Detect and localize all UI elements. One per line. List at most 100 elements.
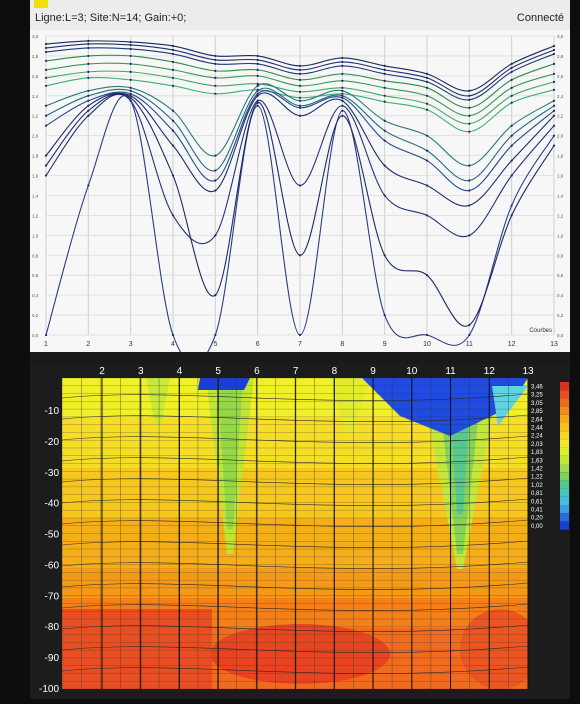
y-tick-label: -80 bbox=[45, 622, 60, 633]
y-tick-label: -60 bbox=[45, 560, 60, 571]
data-point bbox=[214, 294, 217, 297]
data-point bbox=[341, 94, 344, 97]
data-point bbox=[171, 68, 175, 71]
y-tick-label-right: 1,6 bbox=[557, 174, 564, 179]
data-point bbox=[425, 159, 429, 162]
legend-swatch bbox=[560, 513, 569, 522]
legend-label: 2,24 bbox=[531, 434, 543, 440]
y-tick-label: 3,0 bbox=[32, 34, 39, 39]
data-point bbox=[383, 139, 386, 142]
data-point bbox=[510, 62, 513, 66]
y-tick-label-right: 2,2 bbox=[557, 114, 564, 119]
data-point bbox=[341, 72, 344, 75]
x-tick-label: 5 bbox=[213, 341, 217, 348]
data-point bbox=[298, 78, 302, 81]
legend-label: 1,63 bbox=[531, 458, 543, 464]
data-point bbox=[425, 149, 429, 152]
x-tick-label: 12 bbox=[508, 341, 516, 348]
data-point bbox=[298, 64, 302, 67]
data-point bbox=[129, 89, 132, 92]
data-point bbox=[298, 90, 302, 93]
y-tick-label: 1,4 bbox=[32, 193, 39, 198]
data-point bbox=[214, 333, 217, 337]
data-point bbox=[341, 92, 344, 95]
x-tick-label: 8 bbox=[332, 366, 338, 377]
data-point bbox=[171, 109, 175, 112]
data-point bbox=[298, 72, 302, 75]
data-point bbox=[298, 114, 302, 117]
data-point bbox=[468, 130, 471, 133]
data-point bbox=[341, 99, 344, 102]
data-point bbox=[214, 169, 217, 172]
data-point bbox=[425, 184, 429, 187]
data-point bbox=[468, 189, 471, 192]
data-point bbox=[171, 174, 175, 177]
data-point bbox=[383, 194, 386, 197]
data-point bbox=[214, 189, 217, 192]
data-point bbox=[510, 78, 513, 81]
data-point bbox=[87, 99, 90, 102]
y-tick-label: 1,2 bbox=[32, 213, 39, 218]
data-point bbox=[214, 62, 217, 66]
data-point bbox=[383, 79, 386, 82]
y-tick-label: -50 bbox=[45, 530, 60, 541]
data-point bbox=[510, 204, 513, 207]
data-point bbox=[214, 69, 217, 72]
data-point bbox=[552, 72, 556, 75]
x-tick-label: 7 bbox=[293, 366, 299, 377]
y-tick-label-right: 0,8 bbox=[557, 253, 564, 258]
data-point bbox=[44, 114, 48, 117]
x-tick-label: 2 bbox=[99, 366, 105, 377]
legend-label: 1,83 bbox=[531, 450, 543, 456]
section-panel[interactable]: 2 3 4 5 6 7 8 9 10 11 12 13 -10 -20 -30 -40 -50 -60 -70 -80… bbox=[30, 364, 570, 699]
data-point bbox=[87, 94, 90, 97]
y-tick-label: 0,2 bbox=[32, 313, 39, 318]
data-point bbox=[341, 79, 344, 82]
legend-label: 2,64 bbox=[531, 417, 543, 423]
y-tick-label: 2,0 bbox=[32, 134, 39, 139]
legend-swatch bbox=[560, 398, 569, 407]
data-point bbox=[214, 84, 217, 87]
data-point bbox=[468, 89, 471, 92]
legend-swatch bbox=[560, 521, 569, 530]
data-point bbox=[341, 64, 344, 67]
data-point bbox=[552, 48, 556, 52]
contour-line bbox=[62, 603, 528, 611]
data-point bbox=[383, 100, 386, 103]
data-point bbox=[44, 84, 48, 87]
y-tick-label: 2,8 bbox=[32, 54, 39, 59]
indicator-tab bbox=[34, 0, 48, 8]
data-point bbox=[510, 144, 513, 147]
data-point bbox=[129, 47, 132, 51]
y-tick-label-right: 3,0 bbox=[557, 34, 564, 39]
data-point bbox=[87, 89, 90, 92]
x-tick-label: 8 bbox=[340, 341, 344, 348]
data-point bbox=[468, 234, 471, 237]
data-point bbox=[256, 99, 259, 102]
hot-zone bbox=[62, 609, 212, 689]
x-tick-label: 6 bbox=[254, 366, 260, 377]
legend-label: 3,25 bbox=[531, 393, 543, 399]
data-point bbox=[552, 104, 556, 107]
data-point bbox=[171, 84, 175, 87]
contour-lobe bbox=[146, 378, 170, 424]
data-point bbox=[425, 80, 429, 83]
data-point bbox=[552, 62, 556, 66]
connection-status: Connecté bbox=[516, 12, 564, 24]
data-point bbox=[129, 40, 132, 44]
data-point bbox=[552, 109, 556, 112]
data-point bbox=[129, 43, 132, 47]
data-point bbox=[129, 70, 132, 73]
data-point bbox=[383, 129, 386, 132]
curves-panel[interactable]: 1 2 3 4 5 6 7 8 9 10 11 12 13 0,0 0,0 0,2 0,2 0,4 0,4 0,6 0,… bbox=[30, 30, 570, 365]
data-point bbox=[171, 119, 175, 122]
data-point bbox=[468, 122, 471, 125]
y-tick-label: 0,0 bbox=[32, 333, 39, 338]
data-point bbox=[425, 274, 429, 277]
y-tick-label: 0,8 bbox=[32, 253, 39, 258]
data-point bbox=[510, 134, 513, 137]
data-point bbox=[214, 76, 217, 79]
x-tick-label: 2 bbox=[86, 341, 90, 348]
data-point bbox=[171, 52, 175, 56]
legend-label: 0,61 bbox=[531, 499, 543, 505]
